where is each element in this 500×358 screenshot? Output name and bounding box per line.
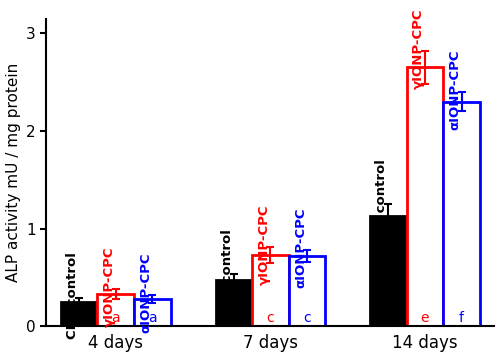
Text: b: b <box>230 311 238 325</box>
Bar <box>216 280 252 326</box>
Text: f: f <box>459 311 464 325</box>
Text: a: a <box>148 311 156 325</box>
Text: γIONP-CPC: γIONP-CPC <box>412 9 425 89</box>
Bar <box>134 299 170 326</box>
Text: γIONP-CPC: γIONP-CPC <box>258 205 270 285</box>
Text: αIONP-CPC: αIONP-CPC <box>294 208 307 288</box>
Text: CPC control: CPC control <box>376 159 388 246</box>
Text: CPC control: CPC control <box>66 252 79 339</box>
Text: a: a <box>112 311 120 325</box>
Bar <box>98 294 134 326</box>
Bar <box>406 67 444 326</box>
Y-axis label: ALP activity mU / mg protein: ALP activity mU / mg protein <box>6 63 20 282</box>
Text: c: c <box>266 311 274 325</box>
Bar <box>444 102 480 326</box>
Bar <box>252 255 288 326</box>
Text: CPC control: CPC control <box>221 229 234 316</box>
Text: αIONP-CPC: αIONP-CPC <box>140 253 152 333</box>
Text: αIONP-CPC: αIONP-CPC <box>448 50 462 130</box>
Text: e: e <box>420 311 429 325</box>
Text: a: a <box>75 311 84 325</box>
Bar <box>370 216 406 326</box>
Text: γIONP-CPC: γIONP-CPC <box>102 247 116 327</box>
Text: d: d <box>384 311 393 325</box>
Text: c: c <box>303 311 310 325</box>
Bar <box>61 302 98 326</box>
Bar <box>288 256 325 326</box>
